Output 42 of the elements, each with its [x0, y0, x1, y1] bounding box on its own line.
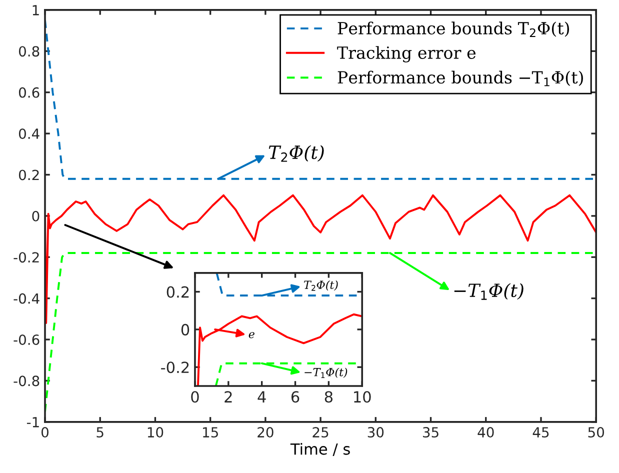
x-tick-label: 25 — [312, 427, 328, 438]
y-tick-label: 1 — [32, 5, 39, 16]
x-tick-label: 5 — [96, 427, 104, 438]
x-tick-label: 20 — [258, 427, 274, 438]
y-tick-label: 0 — [181, 324, 190, 336]
annotation: T$_{2}$Φ(t) — [268, 145, 324, 162]
line-series — [197, 313, 362, 386]
x-tick-label: 4 — [258, 391, 266, 402]
x-tick-label: 35 — [422, 427, 438, 438]
y-tick-label: -0.6 — [14, 334, 40, 345]
legend-label: Performance bounds T$_{2}$Φ(t) — [338, 22, 570, 37]
x-tick-label: 10 — [148, 427, 164, 438]
y-tick-label: 0.2 — [166, 286, 189, 298]
legend-label: Tracking error e — [337, 46, 476, 62]
y-tick-label: -1 — [26, 417, 39, 428]
x-tick-label: 6 — [291, 391, 300, 403]
annotation: −T$_{1}$Φ(t) — [304, 368, 348, 378]
y-tick-label: -0.4 — [14, 293, 40, 304]
y-tick-label: -0.2 — [161, 362, 189, 374]
x-tick-label: 2 — [224, 391, 232, 402]
y-tick-label: 0.6 — [18, 87, 40, 98]
x-tick-label: 10 — [354, 391, 371, 403]
x-tick-label: 0 — [42, 427, 48, 438]
y-tick-label: 0 — [32, 210, 40, 222]
annotation: T$_{2}$Φ(t) — [304, 280, 338, 291]
y-tick-label: 0.4 — [18, 128, 40, 139]
x-tick-label: 40 — [478, 427, 494, 438]
y-tick-label: -0.8 — [14, 376, 40, 386]
line-series — [45, 194, 596, 324]
x-tick-label: 45 — [532, 427, 549, 438]
x-tick-label: 8 — [324, 391, 333, 403]
annotation: e — [248, 332, 254, 338]
x-tick-label: 50 — [588, 427, 604, 438]
annotation: −T$_{1}$Φ(t) — [454, 283, 524, 300]
y-tick-label: 0.8 — [18, 46, 40, 57]
x-tick-label: 30 — [368, 427, 384, 438]
x-tick-label: 15 — [203, 427, 218, 438]
legend-label: Performance bounds −T$_{1}$Φ(t) — [338, 70, 583, 86]
y-tick-label: 0.2 — [18, 170, 39, 180]
x-tick-label: 0 — [191, 391, 199, 403]
x-axis-title: Time / s — [290, 442, 350, 456]
y-tick-label: -0.2 — [14, 252, 39, 263]
